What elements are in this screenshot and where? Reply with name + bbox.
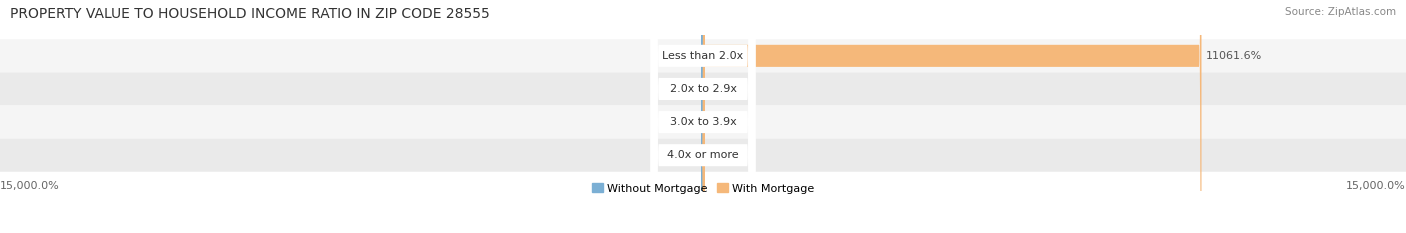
Text: 23.1%: 23.1% (709, 117, 744, 127)
FancyBboxPatch shape (702, 0, 704, 233)
FancyBboxPatch shape (0, 106, 1406, 139)
Text: 21.6%: 21.6% (709, 150, 744, 160)
Text: 15,000.0%: 15,000.0% (0, 181, 59, 191)
FancyBboxPatch shape (651, 0, 755, 233)
FancyBboxPatch shape (703, 0, 704, 233)
Text: 15,000.0%: 15,000.0% (1347, 181, 1406, 191)
FancyBboxPatch shape (702, 0, 704, 233)
Text: 4.0x or more: 4.0x or more (668, 150, 738, 160)
Text: 14.6%: 14.6% (662, 117, 699, 127)
Text: 11061.6%: 11061.6% (1205, 51, 1261, 61)
Text: PROPERTY VALUE TO HOUSEHOLD INCOME RATIO IN ZIP CODE 28555: PROPERTY VALUE TO HOUSEHOLD INCOME RATIO… (10, 7, 489, 21)
Text: Source: ZipAtlas.com: Source: ZipAtlas.com (1285, 7, 1396, 17)
FancyBboxPatch shape (0, 72, 1406, 106)
FancyBboxPatch shape (651, 0, 755, 233)
Legend: Without Mortgage, With Mortgage: Without Mortgage, With Mortgage (588, 179, 818, 198)
FancyBboxPatch shape (702, 0, 704, 233)
Text: 11.7%: 11.7% (664, 84, 699, 94)
FancyBboxPatch shape (702, 0, 703, 233)
Text: 44.3%: 44.3% (661, 51, 697, 61)
Text: Less than 2.0x: Less than 2.0x (662, 51, 744, 61)
FancyBboxPatch shape (0, 39, 1406, 72)
Text: 2.0x to 2.9x: 2.0x to 2.9x (669, 84, 737, 94)
FancyBboxPatch shape (0, 139, 1406, 172)
Text: 43%: 43% (709, 84, 734, 94)
FancyBboxPatch shape (703, 0, 1202, 233)
FancyBboxPatch shape (702, 0, 704, 233)
FancyBboxPatch shape (651, 0, 755, 233)
FancyBboxPatch shape (651, 0, 755, 233)
Text: 29.4%: 29.4% (662, 150, 697, 160)
FancyBboxPatch shape (702, 0, 704, 233)
Text: 3.0x to 3.9x: 3.0x to 3.9x (669, 117, 737, 127)
